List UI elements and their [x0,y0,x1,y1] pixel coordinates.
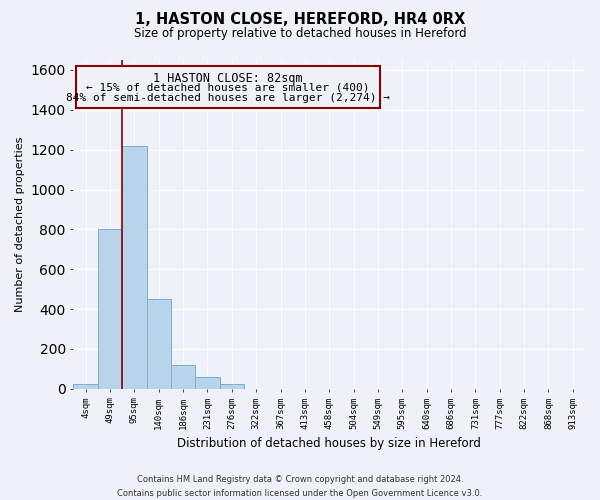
Bar [220,384,244,389]
Y-axis label: Number of detached properties: Number of detached properties [15,136,25,312]
Text: Size of property relative to detached houses in Hereford: Size of property relative to detached ho… [134,28,466,40]
X-axis label: Distribution of detached houses by size in Hereford: Distribution of detached houses by size … [177,437,481,450]
Text: 84% of semi-detached houses are larger (2,274) →: 84% of semi-detached houses are larger (… [66,93,390,103]
Text: Contains HM Land Registry data © Crown copyright and database right 2024.
Contai: Contains HM Land Registry data © Crown c… [118,476,482,498]
Text: ← 15% of detached houses are smaller (400): ← 15% of detached houses are smaller (40… [86,82,370,92]
Bar [122,146,146,389]
Text: 1, HASTON CLOSE, HEREFORD, HR4 0RX: 1, HASTON CLOSE, HEREFORD, HR4 0RX [135,12,465,28]
Bar [146,299,171,389]
Bar [195,377,220,389]
Bar [73,384,98,389]
FancyBboxPatch shape [76,66,380,108]
Bar [171,365,195,389]
Bar [98,230,122,389]
Text: 1 HASTON CLOSE: 82sqm: 1 HASTON CLOSE: 82sqm [154,72,303,85]
